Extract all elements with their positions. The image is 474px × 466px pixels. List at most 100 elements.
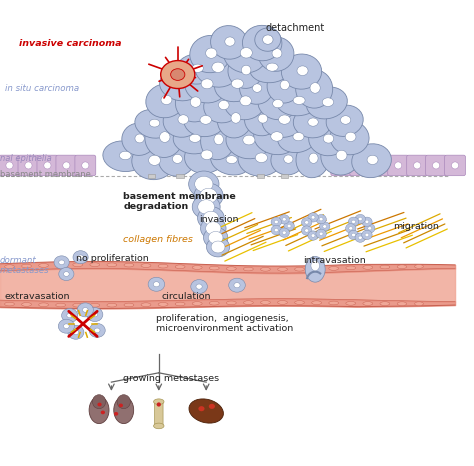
Ellipse shape (240, 74, 273, 104)
Ellipse shape (201, 121, 235, 160)
Ellipse shape (184, 138, 227, 173)
Ellipse shape (132, 143, 175, 180)
Ellipse shape (365, 224, 375, 233)
Ellipse shape (311, 216, 315, 219)
Ellipse shape (194, 183, 223, 208)
Ellipse shape (301, 226, 312, 235)
Ellipse shape (365, 220, 369, 223)
FancyBboxPatch shape (331, 155, 352, 176)
Ellipse shape (145, 118, 183, 158)
Ellipse shape (346, 266, 356, 270)
Ellipse shape (272, 48, 282, 58)
Ellipse shape (77, 303, 93, 317)
Ellipse shape (56, 263, 65, 267)
Ellipse shape (356, 162, 364, 169)
Ellipse shape (89, 397, 109, 424)
Ellipse shape (87, 308, 103, 322)
Ellipse shape (114, 412, 118, 416)
Ellipse shape (358, 236, 362, 240)
Ellipse shape (135, 110, 173, 138)
Ellipse shape (316, 229, 326, 239)
Ellipse shape (224, 84, 265, 120)
Text: no proliferation: no proliferation (76, 254, 148, 263)
Ellipse shape (92, 312, 98, 317)
Ellipse shape (226, 123, 270, 159)
Ellipse shape (293, 96, 305, 104)
Ellipse shape (349, 227, 353, 230)
Ellipse shape (280, 80, 290, 90)
Ellipse shape (267, 69, 301, 103)
Ellipse shape (192, 266, 202, 269)
Ellipse shape (283, 231, 286, 234)
Ellipse shape (367, 155, 378, 164)
Ellipse shape (284, 155, 293, 163)
Ellipse shape (154, 423, 164, 429)
Ellipse shape (149, 119, 160, 127)
Ellipse shape (92, 395, 106, 409)
Ellipse shape (352, 220, 356, 223)
Ellipse shape (415, 265, 423, 268)
Ellipse shape (278, 301, 287, 304)
Ellipse shape (200, 116, 211, 124)
Ellipse shape (305, 256, 325, 282)
Ellipse shape (358, 217, 362, 220)
Ellipse shape (175, 81, 187, 89)
Ellipse shape (210, 302, 219, 305)
Ellipse shape (337, 162, 345, 169)
Ellipse shape (394, 162, 402, 169)
Ellipse shape (195, 49, 239, 87)
Ellipse shape (258, 37, 294, 71)
FancyBboxPatch shape (148, 174, 155, 178)
Ellipse shape (241, 65, 251, 75)
Ellipse shape (244, 301, 253, 304)
Ellipse shape (44, 162, 51, 169)
Ellipse shape (242, 25, 282, 61)
Ellipse shape (73, 251, 88, 264)
Ellipse shape (207, 237, 229, 257)
Ellipse shape (22, 264, 31, 268)
Ellipse shape (215, 68, 258, 102)
Ellipse shape (262, 103, 305, 137)
Ellipse shape (210, 146, 251, 175)
Ellipse shape (64, 324, 69, 329)
Ellipse shape (122, 123, 156, 155)
Ellipse shape (173, 124, 215, 154)
Ellipse shape (271, 226, 282, 235)
Ellipse shape (362, 230, 372, 240)
Ellipse shape (231, 113, 241, 123)
Ellipse shape (330, 121, 369, 155)
FancyBboxPatch shape (176, 174, 184, 178)
Text: in situ carcinoma: in situ carcinoma (5, 84, 79, 93)
Ellipse shape (368, 227, 372, 230)
Ellipse shape (323, 134, 334, 143)
Ellipse shape (63, 162, 70, 169)
Text: nal epithelia: nal epithelia (0, 154, 52, 163)
Ellipse shape (311, 260, 319, 271)
Ellipse shape (195, 176, 213, 192)
Ellipse shape (154, 399, 164, 404)
Ellipse shape (340, 116, 351, 124)
Ellipse shape (161, 95, 172, 104)
Ellipse shape (103, 141, 146, 171)
FancyBboxPatch shape (281, 174, 288, 178)
FancyBboxPatch shape (155, 401, 163, 426)
Ellipse shape (190, 97, 201, 107)
Ellipse shape (380, 302, 390, 306)
Ellipse shape (141, 264, 151, 267)
Ellipse shape (89, 323, 105, 337)
Ellipse shape (316, 214, 326, 224)
Ellipse shape (415, 302, 423, 306)
Ellipse shape (90, 263, 100, 267)
Ellipse shape (189, 171, 219, 197)
Ellipse shape (362, 217, 372, 226)
Ellipse shape (78, 255, 83, 260)
Ellipse shape (5, 302, 14, 306)
Ellipse shape (192, 195, 220, 219)
Text: dormant
metastases: dormant metastases (0, 256, 50, 275)
Ellipse shape (201, 79, 213, 89)
Ellipse shape (54, 256, 69, 269)
Ellipse shape (58, 319, 74, 333)
Ellipse shape (228, 278, 246, 292)
Ellipse shape (5, 265, 14, 268)
Text: circulation: circulation (161, 292, 210, 301)
